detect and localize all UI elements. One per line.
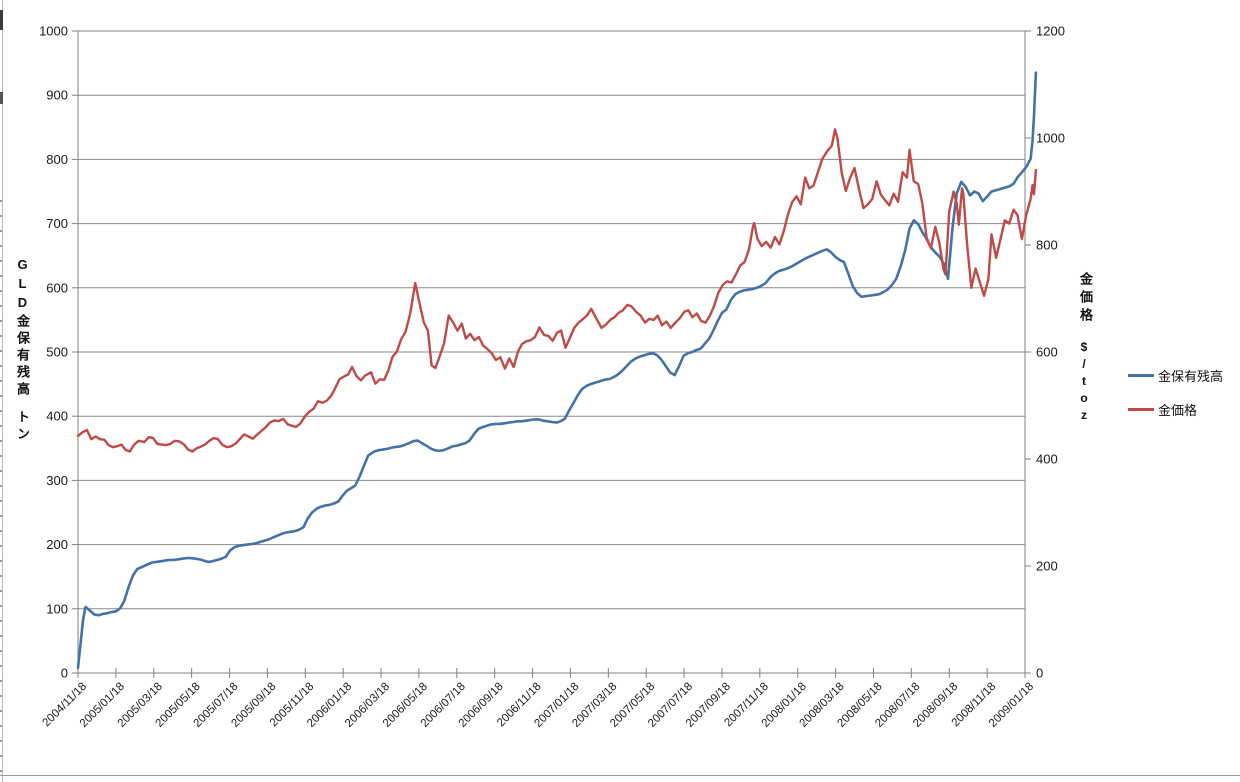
window-left-edge bbox=[2, 0, 3, 782]
svg-text:800: 800 bbox=[1036, 238, 1058, 253]
series-line-right bbox=[76, 128, 1038, 453]
right-axis-unit-label: $/toz bbox=[1077, 340, 1091, 425]
legend-label-holdings: 金保有残高 bbox=[1158, 369, 1224, 384]
legend-label-price: 金価格 bbox=[1158, 403, 1198, 418]
svg-text:600: 600 bbox=[1036, 345, 1058, 360]
svg-text:0: 0 bbox=[1036, 666, 1043, 681]
legend-line-swatch-price bbox=[1128, 408, 1154, 411]
svg-text:900: 900 bbox=[46, 88, 68, 103]
svg-text:1000: 1000 bbox=[1036, 131, 1065, 146]
svg-text:400: 400 bbox=[46, 409, 68, 424]
legend: 金保有残高 金価格 bbox=[1128, 366, 1223, 419]
svg-text:600: 600 bbox=[46, 280, 68, 295]
svg-text:800: 800 bbox=[46, 152, 68, 167]
svg-text:700: 700 bbox=[46, 216, 68, 231]
left-axis-unit-label: トン bbox=[15, 410, 30, 444]
svg-text:400: 400 bbox=[1036, 452, 1058, 467]
legend-item-holdings: 金保有残高 bbox=[1128, 366, 1223, 385]
window-edge-mark bbox=[0, 92, 3, 104]
series-line-left bbox=[76, 71, 1038, 670]
window-bottom-edge bbox=[0, 775, 1240, 776]
svg-text:0: 0 bbox=[61, 666, 68, 681]
svg-text:200: 200 bbox=[1036, 559, 1058, 574]
axis-labels: 0 100 200 300 400 500 600 700 800 900 1000 0 200 400 6… bbox=[39, 24, 1065, 681]
svg-text:500: 500 bbox=[46, 345, 68, 360]
svg-text:100: 100 bbox=[46, 601, 68, 616]
svg-text:300: 300 bbox=[46, 473, 68, 488]
right-axis-title: 金価格 bbox=[1078, 272, 1093, 326]
x-axis-labels: 2004/11/182005/01/182005/03/182005/05/18… bbox=[41, 681, 1037, 730]
left-axis-title: GLD金保有残高 bbox=[15, 257, 30, 399]
window-left-edge-ticks bbox=[0, 200, 2, 782]
gridlines bbox=[78, 30, 1025, 610]
legend-item-price: 金価格 bbox=[1128, 400, 1223, 419]
legend-line-swatch-holdings bbox=[1128, 374, 1154, 377]
svg-text:1000: 1000 bbox=[39, 24, 68, 39]
svg-text:200: 200 bbox=[46, 537, 68, 552]
axes bbox=[72, 30, 1031, 678]
window-edge-mark bbox=[0, 10, 3, 30]
svg-text:1200: 1200 bbox=[1036, 24, 1065, 39]
